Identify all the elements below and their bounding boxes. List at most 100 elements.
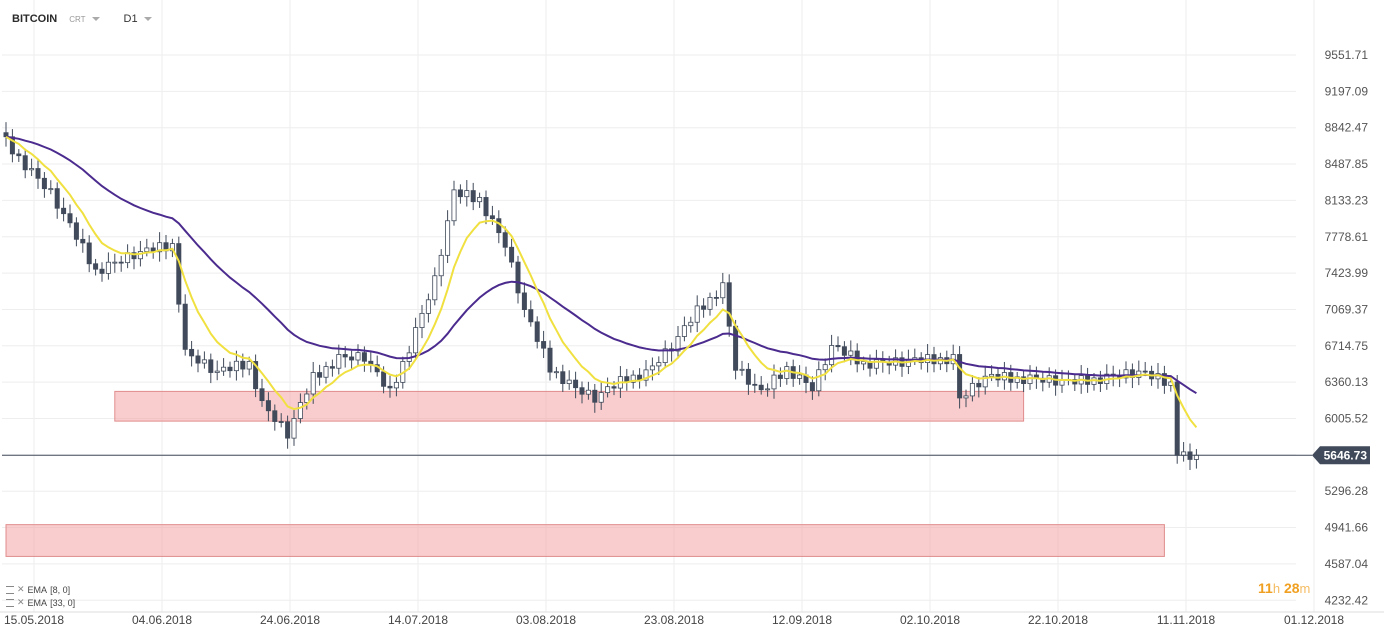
bearish-candle [259,388,265,402]
bearish-candle [701,305,707,310]
menu-icon[interactable] [6,598,14,607]
bearish-candle [752,383,758,386]
bullish-candle [438,254,444,277]
y-axis-tick-label: 6360.13 [1325,375,1369,389]
bullish-candle [720,282,726,299]
bearish-candle [3,132,9,138]
bullish-candle [201,359,207,364]
bearish-candle [22,155,28,171]
close-icon[interactable]: ✕ [17,584,25,594]
bearish-candle [515,261,521,294]
bearish-candle [361,352,367,362]
bearish-candle [349,356,355,361]
bullish-candle [112,261,118,264]
x-axis-tick-label: 01.12.2018 [1284,613,1344,627]
bullish-candle [105,261,111,274]
bullish-candle [982,375,988,388]
bearish-candle [240,360,246,370]
timeframe-dropdown-icon[interactable] [143,17,152,21]
symbol-dropdown-icon[interactable] [91,17,100,21]
timer-minutes-unit: m [1299,581,1311,596]
bullish-candle [310,372,316,395]
bearish-candle [1021,376,1027,384]
bearish-candle [99,268,105,274]
bearish-candle [489,215,495,220]
bullish-candle [771,374,777,390]
bullish-candle [1123,369,1129,379]
chart-header: BITCOIN CRT D1 [12,9,152,29]
bearish-candle [35,168,41,179]
bearish-candle [733,325,739,371]
bullish-candle [739,368,745,371]
symbol-sub-label[interactable]: CRT [69,14,86,24]
bullish-candle [605,386,611,394]
bullish-candle [816,369,822,392]
bullish-candle [681,325,687,337]
bullish-candle [425,299,431,314]
bearish-candle [227,366,233,372]
bullish-candle [694,305,700,323]
close-icon[interactable]: ✕ [17,597,25,607]
bearish-candle [54,188,60,209]
bearish-candle [541,341,547,349]
bullish-candle [822,364,828,371]
bearish-candle [176,243,182,305]
bearish-candle [841,346,847,356]
candle-countdown-timer: 11h 28m [1258,580,1310,596]
y-axis-tick-label: 4232.42 [1325,593,1369,607]
bearish-candle [809,382,815,392]
x-axis-tick-label: 23.08.2018 [644,613,704,627]
bullish-candle [323,366,329,378]
symbol-label: BITCOIN [12,13,58,25]
bullish-candle [29,168,35,171]
bearish-candle [726,282,732,327]
bullish-candle [336,354,342,369]
ema-slow-line [5,135,1197,395]
bearish-candle [253,361,259,390]
bullish-candle [419,312,425,328]
ema-fast-line [5,135,1198,429]
bearish-candle [976,382,982,388]
bearish-candle [521,292,527,310]
bearish-candle [1142,370,1148,373]
bearish-candle [957,354,963,399]
bearish-candle [93,263,99,270]
bearish-candle [745,368,751,385]
bullish-candle [1193,454,1199,460]
bearish-candle [502,232,508,248]
bearish-candle [534,321,540,342]
bearish-candle [342,354,348,358]
bullish-candle [649,365,655,371]
y-axis-tick-label: 4587.04 [1325,557,1369,571]
bullish-candle [157,242,163,253]
y-axis-tick-label: 4941.66 [1325,521,1369,535]
bearish-candle [182,303,188,350]
indicator-legend: ✕ EMA [8, 0] ✕ EMA [33, 0] [6,583,75,609]
menu-icon[interactable] [6,585,14,594]
current-price-label: 5646.73 [1324,448,1368,462]
bullish-candle [297,402,303,419]
bullish-candle [829,345,835,366]
bullish-candle [598,392,604,403]
bearish-candle [16,153,22,157]
timer-hours-unit: h [1272,581,1281,596]
legend-item-ema-slow[interactable]: ✕ EMA [33, 0] [6,596,75,609]
bearish-candle [118,261,124,264]
y-axis-tick-label: 9551.71 [1325,48,1369,62]
bullish-candle [765,388,771,391]
bearish-candle [835,345,841,348]
legend-item-ema-fast[interactable]: ✕ EMA [8, 0] [6,583,75,596]
x-axis-tick-label: 14.07.2018 [388,613,448,627]
legend-label: EMA [27,597,48,608]
bullish-candle [585,389,591,395]
y-axis-tick-label: 7069.37 [1325,302,1369,316]
timer-hours: 11 [1258,580,1273,596]
y-axis-tick-label: 7778.61 [1325,230,1369,244]
bullish-candle [221,366,227,372]
y-axis-tick-label: 7423.99 [1325,266,1369,280]
x-axis-tick-label: 15.05.2018 [4,613,64,627]
bullish-candle [675,336,681,352]
timeframe-label[interactable]: D1 [123,13,138,25]
bullish-candle [413,327,419,354]
